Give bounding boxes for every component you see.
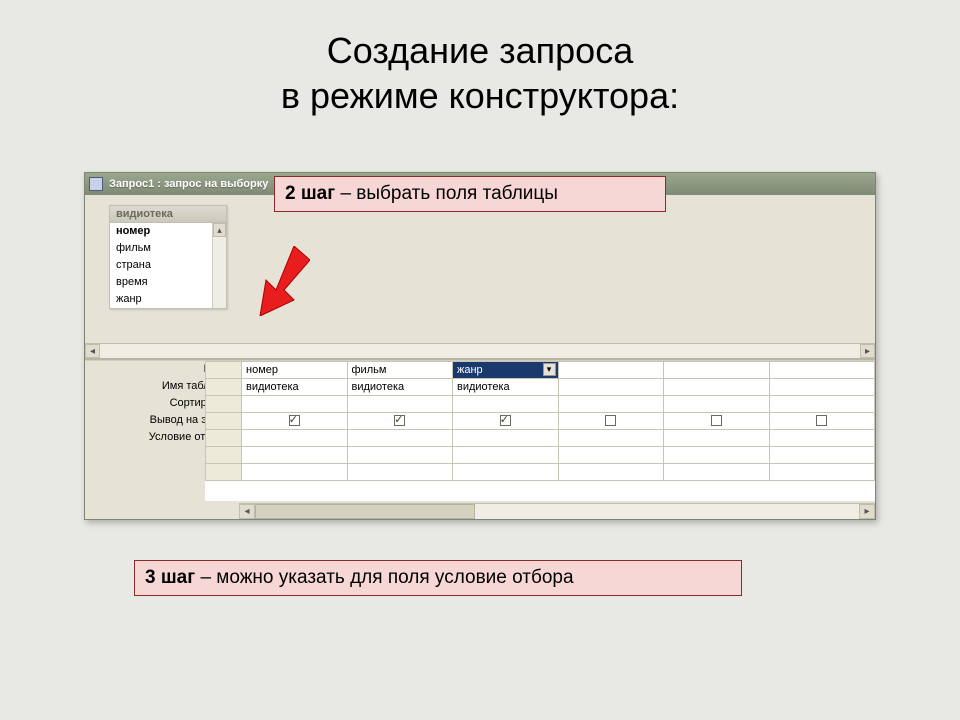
grid-row-field: номер фильм жанр ▾ xyxy=(206,362,875,379)
query-designer-window: Запрос1 : запрос на выборку видиотека но… xyxy=(84,172,876,520)
table-fieldlist[interactable]: видиотека номер фильм страна время жанр … xyxy=(109,205,227,309)
grid-row-show xyxy=(206,413,875,430)
grid-cell-blank[interactable] xyxy=(453,464,559,481)
step3-callout: 3 шаг – можно указать для поля условие о… xyxy=(134,560,742,596)
scroll-right-icon[interactable]: ▸ xyxy=(859,504,875,519)
step2-callout: 2 шаг – выбрать поля таблицы xyxy=(274,176,666,212)
grid-cell-or[interactable] xyxy=(242,447,348,464)
checkbox-icon[interactable] xyxy=(816,415,827,426)
grid-cell-blank[interactable] xyxy=(558,464,664,481)
grid-cell-sort[interactable] xyxy=(769,396,875,413)
grid-cell-table[interactable]: видиотека xyxy=(453,379,559,396)
fieldlist-scrollbar[interactable]: ▴ xyxy=(212,223,226,308)
row-selector[interactable] xyxy=(206,430,242,447)
scroll-right-icon[interactable]: ▸ xyxy=(860,344,875,358)
grid-cell-table[interactable]: видиотека xyxy=(242,379,348,396)
grid-cell-blank[interactable] xyxy=(242,464,348,481)
grid-cell-show[interactable] xyxy=(347,413,453,430)
checkbox-icon[interactable] xyxy=(289,415,300,426)
grid-cell-sort[interactable] xyxy=(558,396,664,413)
checkbox-icon[interactable] xyxy=(394,415,405,426)
tables-pane-hscroll[interactable]: ◂ ▸ xyxy=(85,343,875,358)
grid-row-criteria xyxy=(206,430,875,447)
grid-cell-blank[interactable] xyxy=(769,464,875,481)
title-line-2: в режиме конструктора: xyxy=(281,75,679,116)
grid-hscroll[interactable]: ◂ ▸ xyxy=(239,503,875,519)
row-selector[interactable] xyxy=(206,413,242,430)
row-selector[interactable] xyxy=(206,379,242,396)
grid-cell-field[interactable] xyxy=(769,362,875,379)
row-selector[interactable] xyxy=(206,464,242,481)
window-title: Запрос1 : запрос на выборку xyxy=(109,178,268,190)
grid-row-sort xyxy=(206,396,875,413)
grid-cell-sort[interactable] xyxy=(347,396,453,413)
scroll-left-icon[interactable]: ◂ xyxy=(239,504,255,519)
step2-label-rest: – выбрать поля таблицы xyxy=(335,183,558,204)
grid-cell-field-text: жанр xyxy=(457,364,483,376)
field-item[interactable]: время xyxy=(110,274,226,291)
checkbox-icon[interactable] xyxy=(711,415,722,426)
scroll-left-icon[interactable]: ◂ xyxy=(85,344,100,358)
grid-cell-show[interactable] xyxy=(453,413,559,430)
title-line-1: Создание запроса xyxy=(327,30,633,71)
grid-row-or xyxy=(206,447,875,464)
step2-label-bold: 2 шаг xyxy=(285,183,335,204)
row-selector[interactable] xyxy=(206,447,242,464)
grid-cell-sort[interactable] xyxy=(242,396,348,413)
field-item[interactable]: фильм xyxy=(110,240,226,257)
field-item[interactable]: жанр xyxy=(110,291,226,308)
grid-cell-show[interactable] xyxy=(558,413,664,430)
checkbox-icon[interactable] xyxy=(605,415,616,426)
grid-cell-criteria[interactable] xyxy=(242,430,348,447)
grid-cell-show[interactable] xyxy=(664,413,770,430)
grid-cell-sort[interactable] xyxy=(664,396,770,413)
grid-cell-field[interactable]: номер xyxy=(242,362,348,379)
grid-cell-table[interactable] xyxy=(558,379,664,396)
grid-cell-criteria[interactable] xyxy=(769,430,875,447)
field-item[interactable]: страна xyxy=(110,257,226,274)
grid-cell-field[interactable]: фильм xyxy=(347,362,453,379)
grid-cell-show[interactable] xyxy=(769,413,875,430)
row-selector[interactable] xyxy=(206,362,242,379)
grid-cell-or[interactable] xyxy=(558,447,664,464)
grid-cell-table[interactable] xyxy=(769,379,875,396)
grid-cell-criteria[interactable] xyxy=(453,430,559,447)
slide-title: Создание запроса в режиме конструктора: xyxy=(0,0,960,118)
grid-cell-or[interactable] xyxy=(664,447,770,464)
dropdown-icon[interactable]: ▾ xyxy=(543,363,556,376)
grid-cell-or[interactable] xyxy=(769,447,875,464)
window-icon xyxy=(89,177,103,191)
grid-cell-field[interactable] xyxy=(558,362,664,379)
step3-label-rest: – можно указать для поля условие отбора xyxy=(195,567,573,588)
tables-pane: видиотека номер фильм страна время жанр … xyxy=(85,195,875,359)
grid-cell-show[interactable] xyxy=(242,413,348,430)
scroll-up-icon[interactable]: ▴ xyxy=(213,223,226,237)
grid-cell-blank[interactable] xyxy=(347,464,453,481)
grid-cell-field-selected[interactable]: жанр ▾ xyxy=(453,362,559,379)
step3-label-bold: 3 шаг xyxy=(145,567,195,588)
grid-row-blank xyxy=(206,464,875,481)
design-grid[interactable]: номер фильм жанр ▾ видиотека видиотека в… xyxy=(205,361,875,501)
red-arrow-annotation xyxy=(254,246,310,316)
checkbox-icon[interactable] xyxy=(500,415,511,426)
scroll-track[interactable] xyxy=(100,344,860,358)
table-fieldlist-items: номер фильм страна время жанр ▴ xyxy=(110,223,226,308)
design-grid-area: Поле: Имя таблицы: Сортировка: Вывод на … xyxy=(85,361,875,519)
grid-cell-or[interactable] xyxy=(347,447,453,464)
table-fieldlist-header[interactable]: видиотека xyxy=(110,206,226,223)
row-selector[interactable] xyxy=(206,396,242,413)
grid-cell-blank[interactable] xyxy=(664,464,770,481)
grid-cell-criteria[interactable] xyxy=(558,430,664,447)
grid-cell-or[interactable] xyxy=(453,447,559,464)
scroll-thumb[interactable] xyxy=(255,504,475,519)
field-item[interactable]: номер xyxy=(110,223,226,240)
grid-cell-criteria[interactable] xyxy=(347,430,453,447)
grid-row-table: видиотека видиотека видиотека xyxy=(206,379,875,396)
grid-cell-table[interactable] xyxy=(664,379,770,396)
grid-cell-field[interactable] xyxy=(664,362,770,379)
grid-cell-sort[interactable] xyxy=(453,396,559,413)
grid-cell-table[interactable]: видиотека xyxy=(347,379,453,396)
scroll-track[interactable] xyxy=(475,504,859,519)
grid-cell-criteria[interactable] xyxy=(664,430,770,447)
